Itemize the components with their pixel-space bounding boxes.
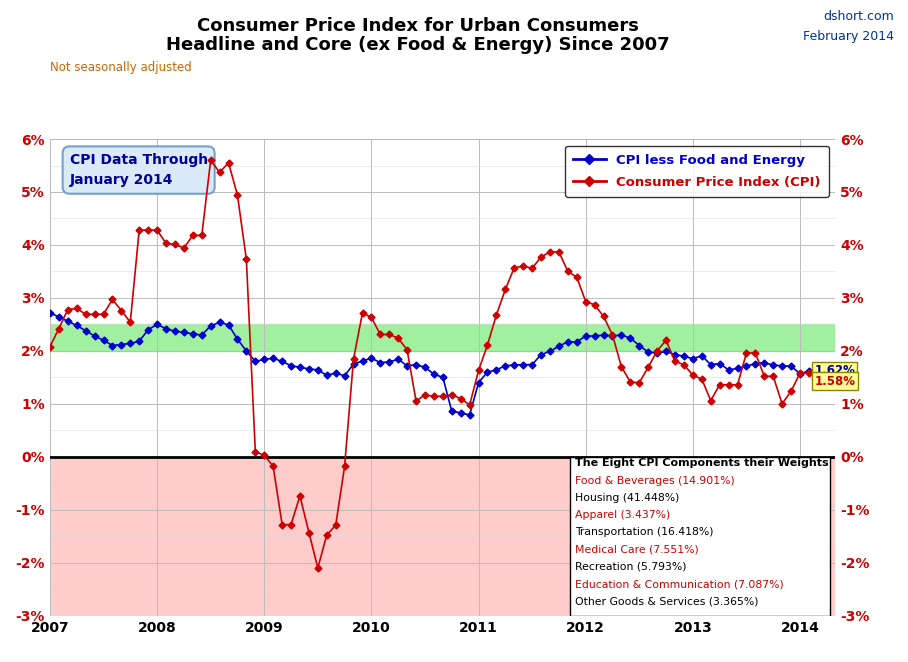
Text: Education & Communication (7.087%): Education & Communication (7.087%) (575, 579, 784, 589)
Bar (50, 324, 835, 351)
Text: The Eight CPI Components their Weights: The Eight CPI Components their Weights (575, 458, 829, 469)
Legend: CPI less Food and Energy, Consumer Price Index (CPI): CPI less Food and Energy, Consumer Price… (565, 146, 829, 197)
Text: dshort.com: dshort.com (824, 10, 894, 23)
Text: Not seasonally adjusted: Not seasonally adjusted (50, 61, 192, 74)
Text: Housing (41.448%): Housing (41.448%) (575, 493, 679, 503)
Text: Recreation (5.793%): Recreation (5.793%) (575, 562, 686, 572)
Text: 1.58%: 1.58% (814, 375, 855, 387)
Text: 1.62%: 1.62% (814, 365, 855, 377)
Bar (50, 457, 835, 616)
Text: CPI Data Through
January 2014: CPI Data Through January 2014 (70, 154, 208, 187)
Bar (569, 457, 830, 616)
Text: Apparel (3.437%): Apparel (3.437%) (575, 510, 670, 520)
Text: Headline and Core (ex Food & Energy) Since 2007: Headline and Core (ex Food & Energy) Sin… (166, 36, 669, 54)
Text: Food & Beverages (14.901%): Food & Beverages (14.901%) (575, 475, 735, 486)
Text: February 2014: February 2014 (804, 30, 894, 43)
Text: Consumer Price Index for Urban Consumers: Consumer Price Index for Urban Consumers (197, 17, 638, 34)
Text: Other Goods & Services (3.365%): Other Goods & Services (3.365%) (575, 596, 758, 606)
Text: Medical Care (7.551%): Medical Care (7.551%) (575, 545, 699, 555)
Text: Transportation (16.418%): Transportation (16.418%) (575, 528, 714, 538)
